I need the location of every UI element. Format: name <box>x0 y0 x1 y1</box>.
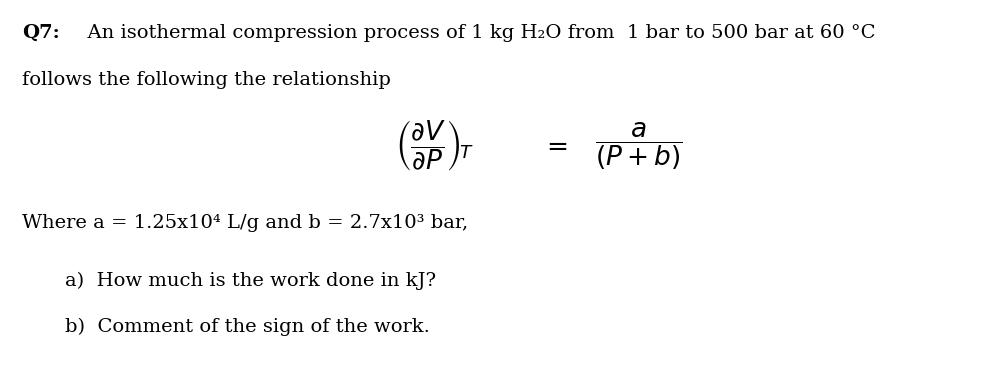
Text: b)  Comment of the sign of the work.: b) Comment of the sign of the work. <box>65 318 430 336</box>
Text: Q7:: Q7: <box>22 24 60 42</box>
Text: $\dfrac{a}{(P + b)}$: $\dfrac{a}{(P + b)}$ <box>595 120 683 172</box>
Text: $=$: $=$ <box>541 134 567 158</box>
Text: Where a = 1.25x10⁴ L/g and b = 2.7x10³ bar,: Where a = 1.25x10⁴ L/g and b = 2.7x10³ b… <box>22 214 468 231</box>
Text: $\left(\dfrac{\partial V}{\partial P}\right)_{\!T}$: $\left(\dfrac{\partial V}{\partial P}\ri… <box>394 119 474 173</box>
Text: An isothermal compression process of 1 kg H₂O from  1 bar to 500 bar at 60 °C: An isothermal compression process of 1 k… <box>75 24 875 42</box>
Text: follows the following the relationship: follows the following the relationship <box>22 71 391 89</box>
Text: a)  How much is the work done in kJ?: a) How much is the work done in kJ? <box>65 272 436 290</box>
